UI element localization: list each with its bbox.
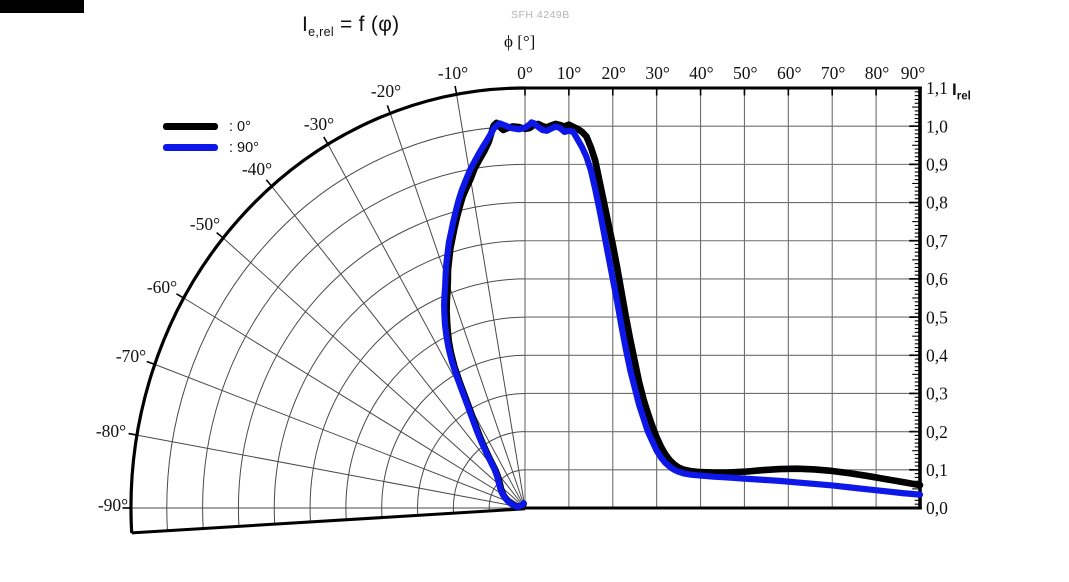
part-number-watermark: SFH 4249B: [511, 9, 570, 21]
axis-ticks: [122, 85, 921, 509]
polar-angle-tick-label: -50°: [190, 214, 220, 234]
legend-item-0deg: : 0°: [163, 116, 259, 137]
irel-tick-label: 0,9: [926, 155, 948, 175]
polar-angle-tick-label: -60°: [147, 277, 177, 297]
polar-angle-tick-label: -20°: [371, 81, 401, 101]
curve-0deg: [443, 119, 924, 510]
legend-label-0deg: : 0°: [229, 118, 251, 135]
legend-item-90deg: : 90°: [163, 137, 259, 158]
irel-tick-label: 0,8: [926, 193, 948, 213]
legend-label-90deg: : 90°: [229, 139, 259, 156]
y-axis-subscript: rel: [956, 90, 971, 103]
top-angle-tick-label: 30°: [645, 63, 670, 83]
irel-tick-label: 1,0: [926, 116, 948, 136]
y-axis-title: Irel: [952, 80, 971, 102]
irel-tick-label: 0,2: [926, 422, 948, 442]
x-axis-title: ϕ [°]: [504, 32, 536, 51]
axes: [129, 86, 922, 535]
irel-tick-label: 0,5: [926, 307, 948, 327]
polar-angle-tick-label: -40°: [242, 159, 272, 179]
top-angle-tick-label: 10°: [557, 63, 582, 83]
top-angle-tick-label: 50°: [733, 63, 758, 83]
top-angle-tick-label: 70°: [821, 63, 846, 83]
irel-tick-label: 0,0: [926, 498, 948, 518]
legend-swatch-0deg: [163, 123, 218, 130]
legend: : 0° : 90°: [163, 116, 259, 158]
top-angle-tick-label: 0°: [517, 63, 533, 83]
top-angle-tick-label: -10°: [438, 63, 468, 83]
title-subscript: e,rel: [308, 25, 334, 40]
top-angle-tick-label: 80°: [865, 63, 890, 83]
legend-swatch-90deg: [163, 144, 218, 151]
irel-tick-label: 0,6: [926, 269, 948, 289]
polar-angle-tick-label: -70°: [116, 346, 146, 366]
irel-tick-label: 0,7: [926, 231, 948, 251]
curves: [441, 119, 924, 510]
top-angle-tick-label: 40°: [689, 63, 714, 83]
irel-tick-label: 0,3: [926, 384, 948, 404]
top-angle-tick-label: 20°: [601, 63, 626, 83]
title-symbol: I: [302, 13, 309, 36]
irel-tick-label: 0,4: [926, 345, 948, 365]
title-equation: = f (φ): [339, 13, 400, 36]
polar-angle-tick-label: -30°: [304, 114, 334, 134]
grid-lines: [130, 88, 919, 531]
chart-title: Ie,rel = f (φ): [302, 13, 399, 39]
top-angle-tick-label: 60°: [777, 63, 802, 83]
scan-artifact-bar: [0, 0, 84, 13]
polar-angle-tick-label: -80°: [96, 421, 126, 441]
axis-labels: -10° 0° 10° 20° 30° 40° 50° 60° 70° 80° 90°1,1 1,0 0…: [96, 63, 948, 518]
top-angle-tick-label: 90°: [901, 63, 926, 83]
irel-tick-label: 1,1: [926, 78, 948, 98]
polar-angle-tick-label: -90°: [98, 495, 128, 515]
curve-90deg: [441, 119, 924, 510]
y-axis-symbol: I: [952, 80, 957, 99]
irel-tick-label: 0,1: [926, 460, 948, 480]
